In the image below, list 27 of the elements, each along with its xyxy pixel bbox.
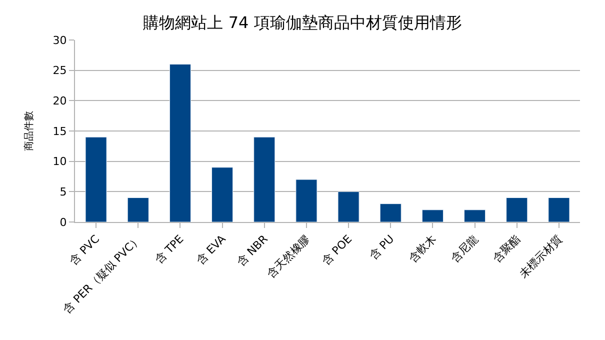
x-tick-label: 含聚酯 (490, 232, 523, 266)
chart-title: 購物網站上 74 項瑜伽墊商品中材質使用情形 (143, 13, 462, 32)
x-tick-label: 含尼龍 (448, 232, 481, 266)
bar (85, 136, 107, 222)
bar (548, 197, 570, 222)
bar (212, 167, 234, 222)
y-tick-label: 5 (60, 186, 67, 199)
bar (169, 64, 191, 222)
bar (506, 197, 528, 222)
bar (422, 210, 444, 222)
y-tick-label: 30 (52, 34, 67, 47)
y-tick-label: 10 (52, 155, 67, 168)
bar (254, 136, 276, 222)
x-tick-label: 含 EVA (194, 232, 229, 268)
x-tick-label: 含軟木 (406, 232, 439, 266)
y-tick-label: 20 (52, 94, 67, 108)
bar (380, 204, 402, 222)
y-tick-label: 25 (52, 64, 67, 78)
bar (464, 210, 486, 222)
x-tick-label: 含 PU (366, 232, 397, 262)
bar (127, 197, 149, 222)
bar (338, 191, 360, 222)
x-tick-label: 含 TPE (152, 232, 186, 266)
y-tick-label: 0 (60, 216, 67, 229)
y-tick-label: 15 (52, 124, 67, 138)
bar (296, 179, 318, 222)
y-axis-title: 商品件數 (22, 111, 35, 151)
